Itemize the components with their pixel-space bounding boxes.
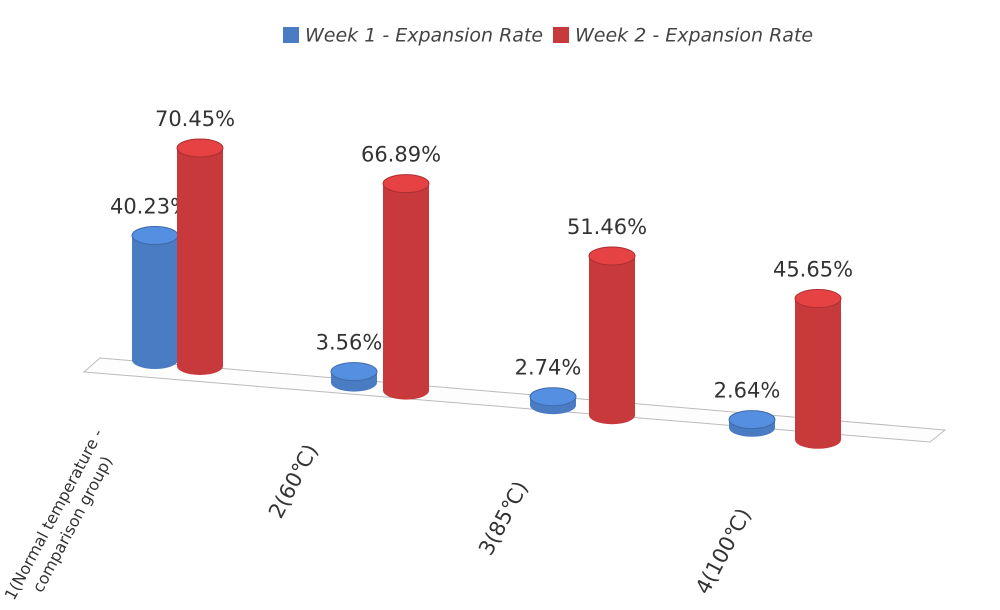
bar — [383, 183, 429, 400]
bar-top — [529, 387, 577, 407]
bar — [132, 235, 178, 369]
value-label: 40.23% — [110, 195, 190, 219]
value-label: 45.65% — [773, 258, 853, 282]
value-label: 66.89% — [361, 143, 441, 167]
bar-top — [794, 289, 842, 309]
bar — [589, 255, 635, 425]
bar-top — [131, 226, 179, 246]
legend-label: Week 2 - Expansion Rate — [575, 25, 813, 47]
bar-top — [728, 410, 776, 430]
value-label: 70.45% — [155, 107, 235, 131]
value-label: 2.64% — [714, 379, 781, 403]
legend-swatch — [553, 27, 569, 43]
legend-label: Week 1 - Expansion Rate — [305, 25, 543, 47]
bar — [795, 298, 841, 449]
bar — [177, 148, 223, 375]
bar-top — [330, 362, 378, 382]
bar-top — [176, 138, 224, 158]
value-label: 51.46% — [567, 215, 647, 239]
bar-top — [382, 174, 430, 194]
bar-top — [588, 246, 636, 266]
value-label: 2.74% — [515, 356, 582, 380]
legend-swatch — [283, 27, 299, 43]
value-label: 3.56% — [316, 331, 383, 355]
